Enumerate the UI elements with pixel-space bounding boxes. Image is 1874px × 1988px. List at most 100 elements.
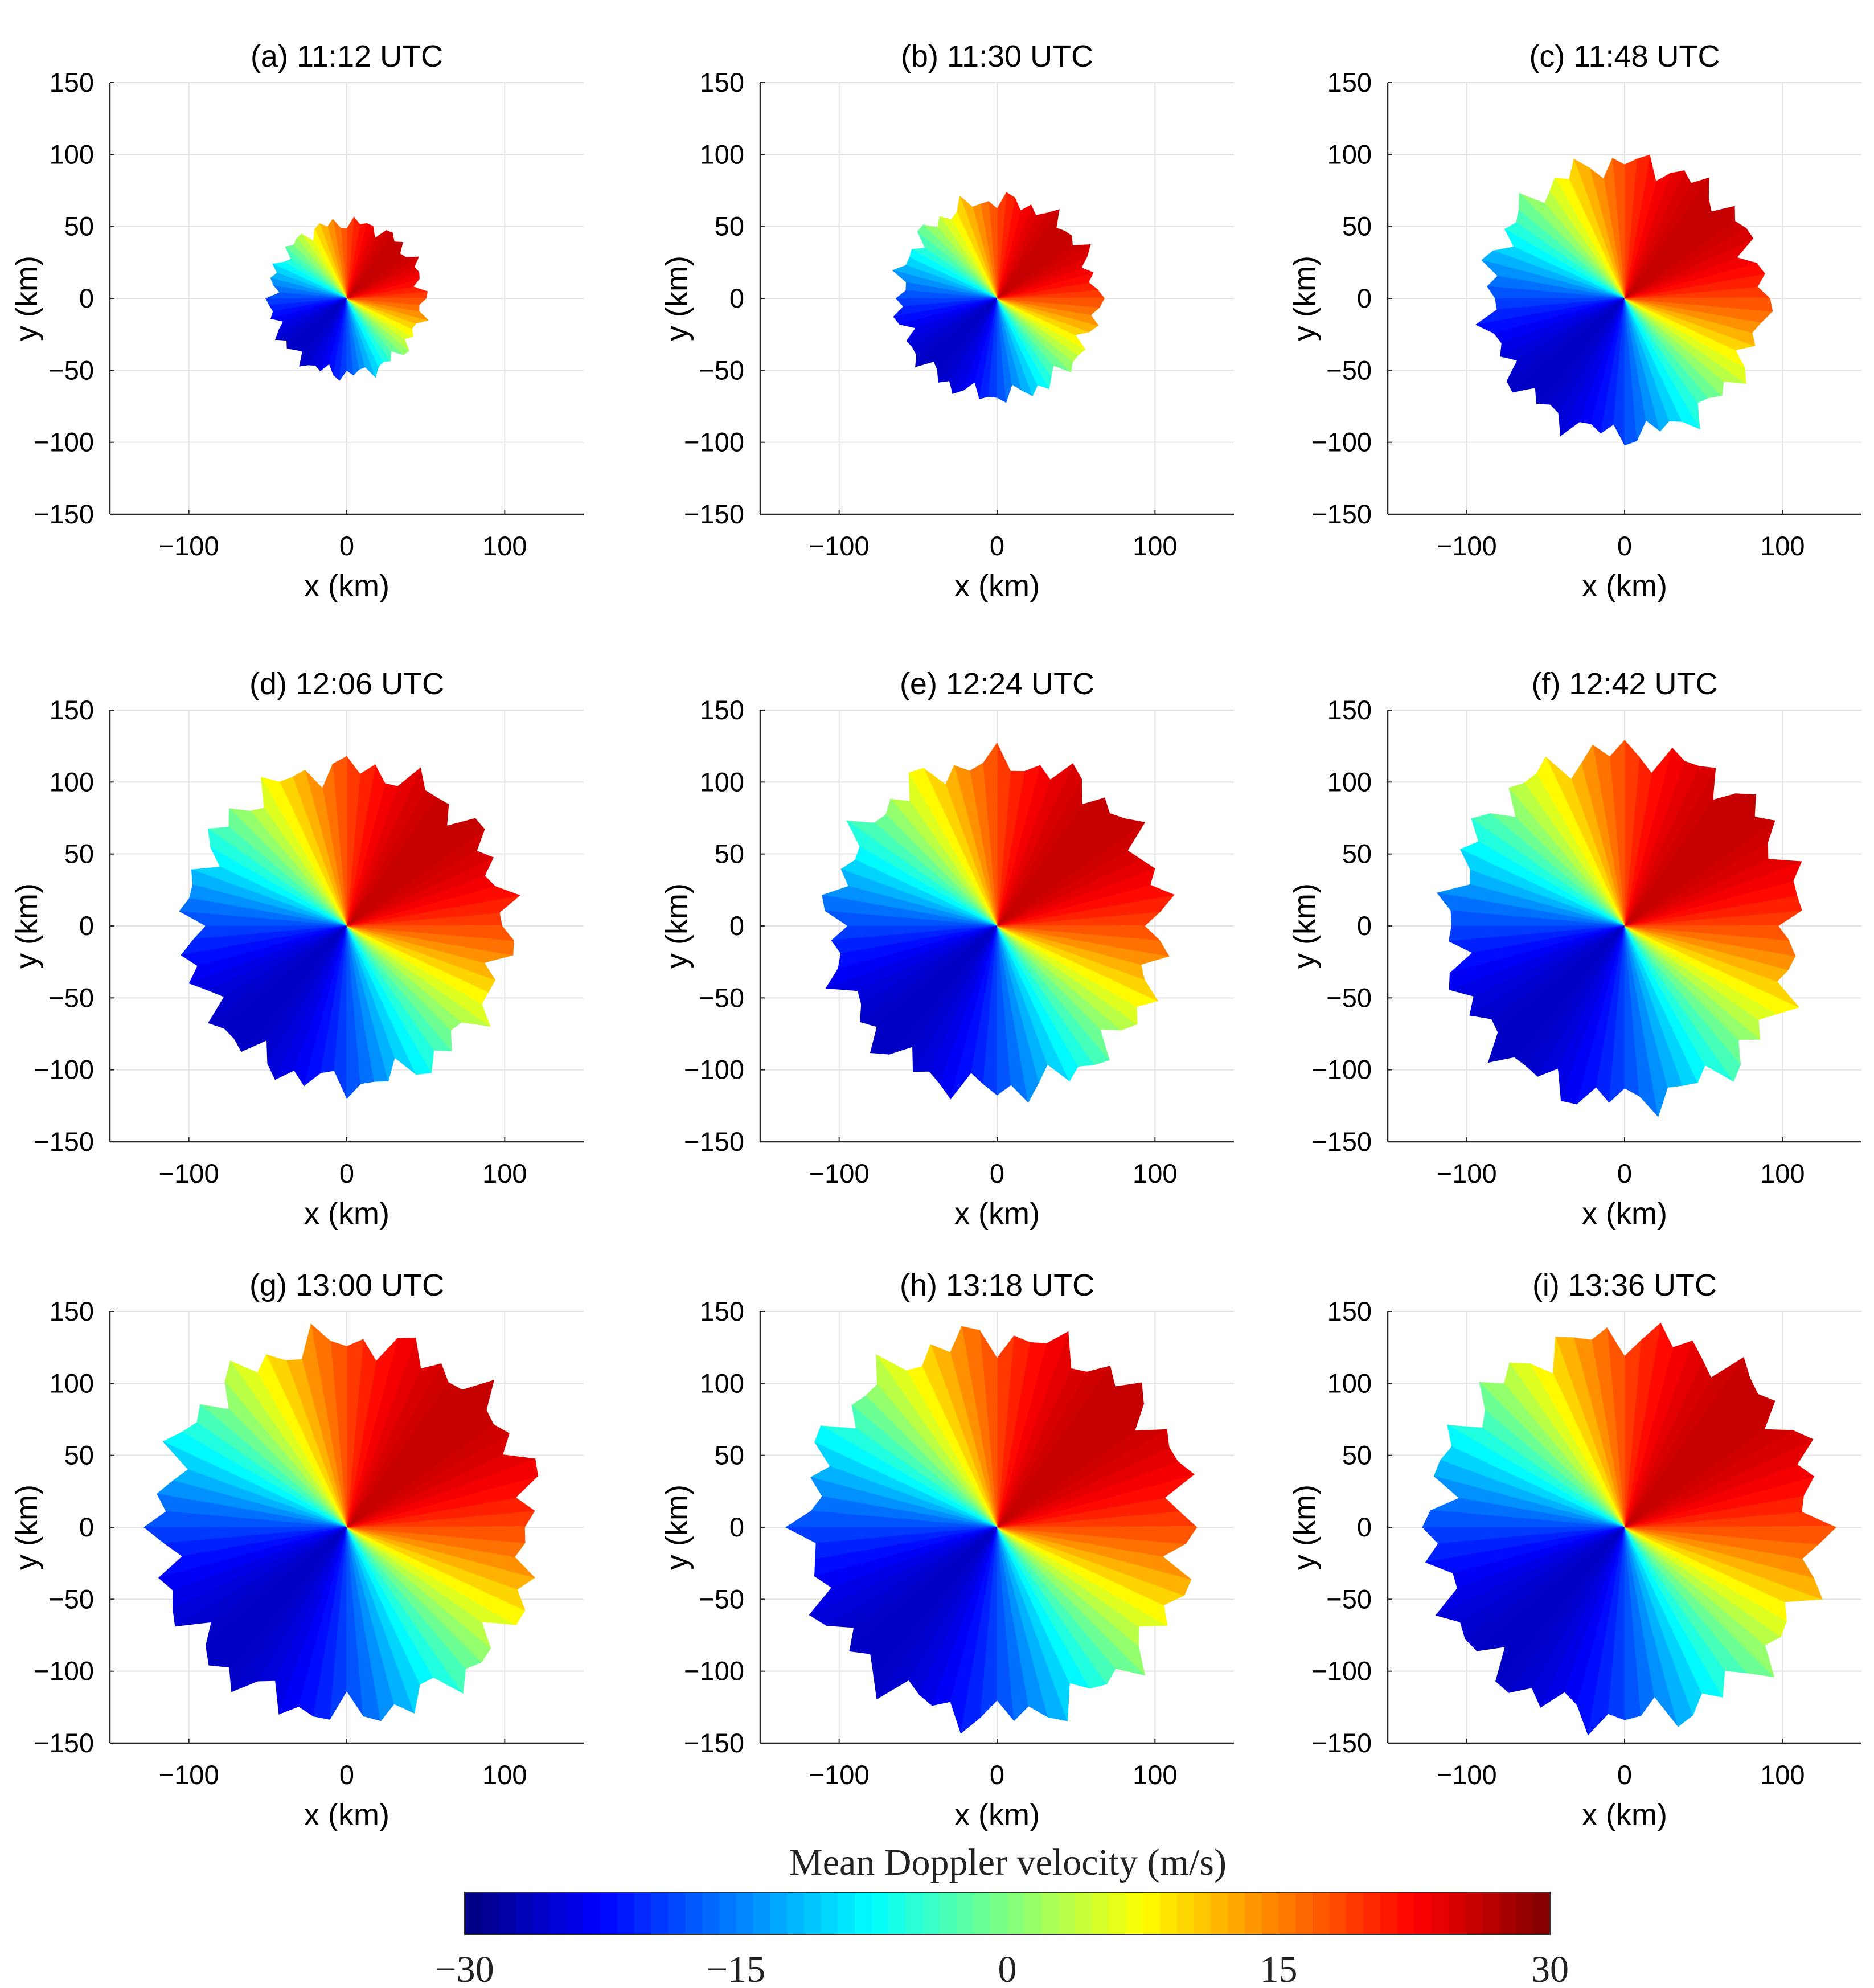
y-tick-label: 50 (715, 839, 744, 869)
colorbar-segment (1448, 1892, 1466, 1934)
colorbar-tick-label: −30 (435, 1949, 494, 1988)
y-tick-label: 100 (50, 766, 94, 797)
y-tick-label: 100 (50, 1368, 94, 1398)
y-tick-label: −100 (1311, 1055, 1372, 1085)
y-tick-label: −150 (34, 499, 94, 529)
colorbar-segment (1397, 1892, 1415, 1934)
colorbar-segment (1346, 1892, 1364, 1934)
colorbar-segment (990, 1892, 1008, 1934)
y-tick-label: 50 (1342, 839, 1372, 869)
colorbar-segment (821, 1892, 838, 1934)
y-tick-label: −50 (48, 1584, 94, 1614)
colorbar-segment (1431, 1892, 1449, 1934)
colorbar-tick-label: 15 (1260, 1949, 1298, 1988)
y-axis-label: y (km) (660, 256, 694, 341)
x-tick-label: 100 (1133, 531, 1177, 561)
y-tick-label: −100 (1311, 1656, 1372, 1686)
y-tick-label: −50 (699, 1584, 744, 1614)
y-tick-label: −50 (699, 982, 744, 1013)
colorbar-segment (1007, 1892, 1025, 1934)
colorbar-segment (871, 1892, 889, 1934)
y-tick-label: 50 (715, 211, 744, 241)
y-axis-label: y (km) (10, 256, 44, 341)
y-tick-label: 0 (729, 911, 744, 941)
x-axis-label: x (km) (304, 1798, 389, 1832)
colorbar-segment (1278, 1892, 1297, 1934)
x-tick-label: 0 (990, 1760, 1004, 1790)
panel-i: (i) 13:36 UTC −100 0 100 150 100 50 0 −50 −100 −15… (1287, 1268, 1861, 1832)
y-tick-label: −150 (684, 1126, 744, 1157)
colorbar-segment (1363, 1892, 1381, 1934)
velocity-field (892, 192, 1105, 403)
panel-title: (b) 11:30 UTC (901, 39, 1093, 73)
y-axis-label: y (km) (660, 883, 694, 969)
y-tick-label: 150 (50, 67, 94, 97)
x-tick-label: 100 (1133, 1158, 1177, 1188)
x-tick-label: −100 (159, 531, 219, 561)
colorbar-segment (532, 1892, 550, 1934)
colorbar-segment (956, 1892, 974, 1934)
colorbar-segment (753, 1892, 770, 1934)
panel-title: (a) 11:12 UTC (251, 39, 443, 73)
colorbar-segment (1465, 1892, 1483, 1934)
y-tick-label: −150 (34, 1126, 94, 1157)
velocity-wedge (346, 924, 520, 944)
x-tick-label: −100 (159, 1760, 219, 1790)
colorbar-segment (1143, 1892, 1161, 1934)
y-tick-label: 50 (64, 1440, 94, 1470)
y-tick-label: −100 (1311, 427, 1372, 457)
colorbar-segment (1414, 1892, 1432, 1934)
colorbar-segment (1211, 1892, 1228, 1934)
colorbar-segment (719, 1892, 737, 1934)
panel-c: (c) 11:48 UTC −100 0 100 150 100 50 0 −50 −100 −15… (1287, 39, 1861, 603)
y-tick-label: 0 (79, 1512, 94, 1542)
x-tick-label: 0 (1617, 1760, 1632, 1790)
panel-g: (g) 13:00 UTC −100 0 100 150 100 50 0 −50 −100 −15… (10, 1268, 584, 1832)
velocity-wedge (997, 1526, 1198, 1550)
x-tick-label: 100 (1133, 1760, 1177, 1790)
x-tick-label: 0 (339, 1158, 354, 1188)
panel-title: (f) 12:42 UTC (1531, 667, 1717, 701)
velocity-field (179, 756, 520, 1099)
y-tick-label: −50 (1326, 1584, 1372, 1614)
colorbar-segment (1380, 1892, 1398, 1934)
colorbar: Mean Doppler velocity (m/s) −30 −15 0 15 30 (435, 1842, 1569, 1988)
x-tick-label: 100 (482, 1760, 527, 1790)
panel-f: (f) 12:42 UTC −100 0 100 150 100 50 0 −50 −100 −15… (1287, 667, 1861, 1231)
y-tick-label: −100 (684, 1055, 744, 1085)
panel-title: (c) 11:48 UTC (1529, 39, 1720, 73)
y-tick-label: 50 (1342, 1440, 1372, 1470)
y-tick-label: −100 (34, 427, 94, 457)
colorbar-segment (515, 1892, 533, 1934)
colorbar-segment (1482, 1892, 1500, 1934)
y-tick-label: 150 (700, 695, 744, 725)
y-tick-label: 50 (64, 211, 94, 241)
x-tick-label: −100 (1437, 1158, 1497, 1188)
x-axis-label: x (km) (1582, 1798, 1667, 1832)
y-tick-label: 150 (700, 67, 744, 97)
panel-h: (h) 13:18 UTC −100 0 100 150 100 50 0 −50 −100 −15… (660, 1268, 1234, 1832)
panel-title: (d) 12:06 UTC (249, 667, 444, 701)
y-tick-label: 0 (1357, 283, 1372, 313)
y-tick-label: −100 (684, 1656, 744, 1686)
y-tick-label: 100 (1327, 1368, 1372, 1398)
y-tick-label: −100 (34, 1055, 94, 1085)
colorbar-segment (1160, 1892, 1178, 1934)
y-tick-label: 100 (1327, 766, 1372, 797)
colorbar-segment (1228, 1892, 1245, 1934)
colorbar-segment (1024, 1892, 1042, 1934)
y-tick-label: 50 (715, 1440, 744, 1470)
y-tick-label: 100 (50, 139, 94, 169)
y-tick-label: −50 (1326, 982, 1372, 1013)
colorbar-segment (1261, 1892, 1280, 1934)
x-tick-label: −100 (809, 1158, 870, 1188)
colorbar-segment (465, 1892, 482, 1934)
panel-a: (a) 11:12 UTC −100 0 100 150 100 50 0 −50 −100 −15… (10, 39, 584, 603)
colorbar-segment (1533, 1892, 1551, 1934)
x-tick-label: 0 (990, 531, 1004, 561)
colorbar-segment (600, 1892, 618, 1934)
colorbar-segment (939, 1892, 957, 1934)
x-axis-label: x (km) (304, 1196, 389, 1231)
x-axis-label: x (km) (1582, 569, 1667, 603)
